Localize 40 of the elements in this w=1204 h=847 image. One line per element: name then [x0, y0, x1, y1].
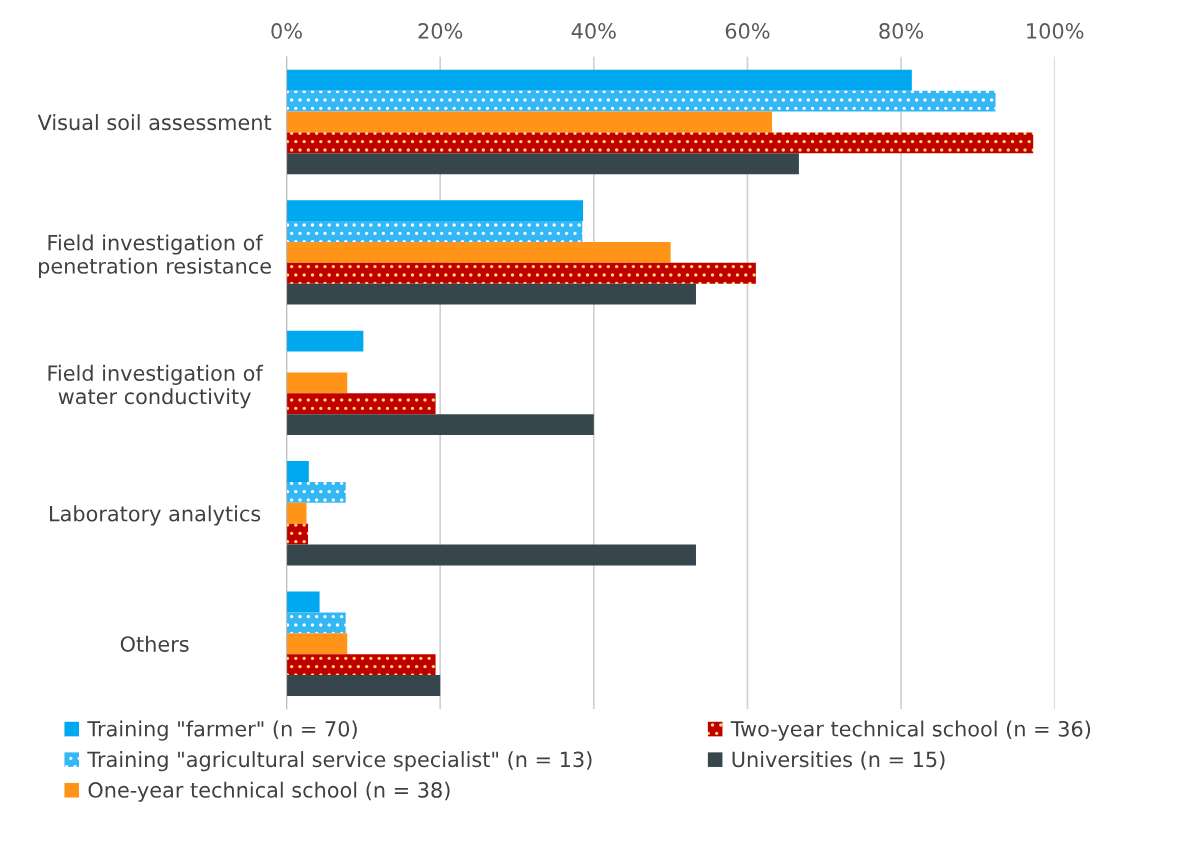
legend-label: Two-year technical school (n = 36)	[730, 720, 1091, 741]
bar	[286, 132, 1034, 154]
x-tick-label: 20%	[418, 23, 463, 39]
x-tick-label: 100%	[1027, 23, 1084, 39]
bar	[286, 481, 346, 503]
bar	[286, 153, 799, 175]
bar	[286, 461, 309, 482]
legend-label: Training "agricultural service specialist" (n = 13)	[87, 751, 592, 772]
bar	[286, 591, 320, 613]
bar	[286, 221, 583, 242]
bar	[286, 90, 996, 112]
y-tick-label: Laboratory analytics	[50, 505, 261, 526]
bar	[286, 633, 348, 655]
bar	[286, 544, 696, 566]
bar	[286, 262, 756, 284]
y-tick-label: Field investigation of water conductivity	[48, 364, 264, 409]
bar	[286, 330, 364, 352]
legend-label: Training "farmer" (n = 70)	[87, 720, 357, 741]
x-tick-label: 40%	[571, 23, 616, 39]
x-tick-label: 0%	[271, 23, 302, 39]
bar	[286, 523, 309, 545]
bar	[286, 675, 441, 696]
bar	[286, 111, 773, 133]
bar	[286, 612, 346, 634]
bar	[286, 283, 696, 305]
bar	[286, 393, 436, 415]
bar	[286, 372, 348, 394]
legend-label: Universities (n = 15)	[732, 751, 945, 770]
x-tick-label: 80%	[879, 23, 924, 39]
bar	[286, 654, 436, 676]
bar	[286, 414, 594, 436]
x-tick-label: 60%	[725, 23, 770, 39]
bar	[286, 200, 584, 222]
y-tick-label: Others	[120, 635, 189, 652]
bar	[286, 69, 912, 91]
legend-label: One-year technical school (n = 38)	[88, 781, 450, 802]
bar	[286, 502, 307, 524]
bar	[286, 241, 671, 263]
y-tick-label: Field investigation of penetration resistance	[39, 234, 271, 278]
y-tick-label: Visual soil assessment	[37, 114, 272, 131]
